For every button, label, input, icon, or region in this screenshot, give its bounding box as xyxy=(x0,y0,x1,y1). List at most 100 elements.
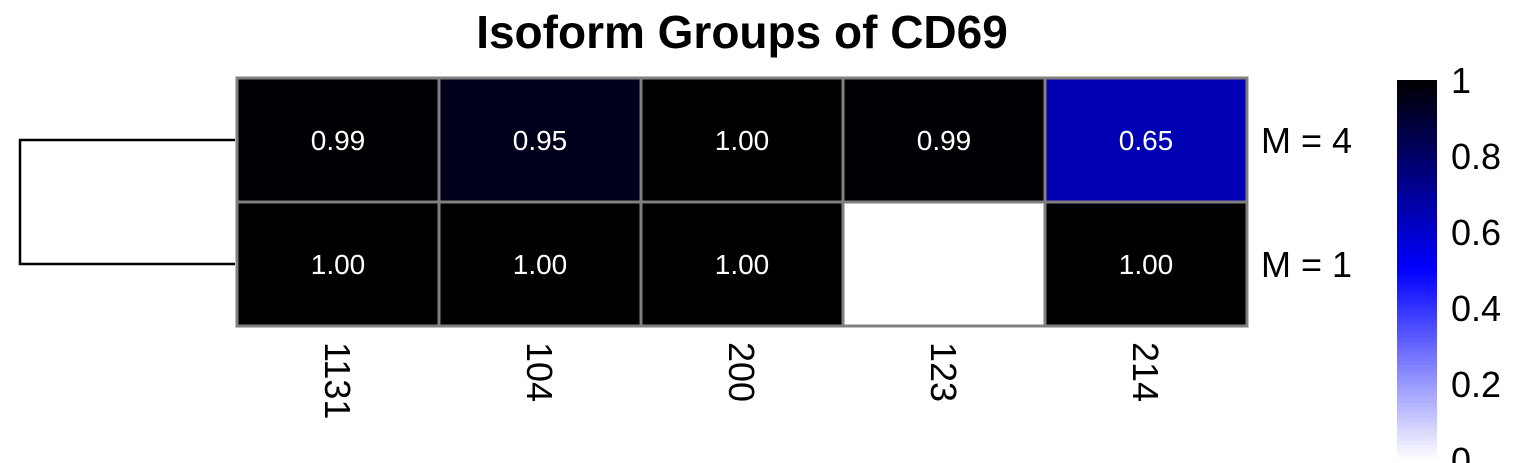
legend-color-step xyxy=(1397,239,1437,244)
legend-color-step xyxy=(1397,334,1437,339)
column-label: 1131 xyxy=(317,342,358,419)
legend-color-step xyxy=(1397,285,1437,290)
legend-color-step xyxy=(1397,133,1437,138)
legend-color-step xyxy=(1397,308,1437,313)
legend-color-step xyxy=(1397,118,1437,123)
cell-value-label: 0.99 xyxy=(917,125,972,156)
legend-color-step xyxy=(1397,403,1437,408)
legend-color-step xyxy=(1397,289,1437,294)
legend-color-step xyxy=(1397,346,1437,351)
legend-color-step xyxy=(1397,156,1437,161)
legend-color-step xyxy=(1397,327,1437,332)
legend-color-step xyxy=(1397,270,1437,275)
heatmap-cell xyxy=(639,76,845,204)
cell-value-label: 1.00 xyxy=(715,249,770,280)
legend-color-step xyxy=(1397,376,1437,381)
legend-color-step xyxy=(1397,456,1437,461)
legend-color-step xyxy=(1397,80,1437,85)
legend-color-step xyxy=(1397,213,1437,218)
heatmap-cell xyxy=(1043,200,1249,328)
legend-color-step xyxy=(1397,167,1437,172)
legend-color-step xyxy=(1397,186,1437,191)
legend-color-step xyxy=(1397,387,1437,393)
row-label: M = 1 xyxy=(1261,244,1352,285)
heatmap-cell xyxy=(639,200,845,328)
row-dendrogram xyxy=(18,138,235,266)
legend-color-step xyxy=(1397,247,1437,252)
legend-color-step xyxy=(1397,95,1437,100)
legend-color-step xyxy=(1397,323,1437,328)
legend-color-step xyxy=(1397,296,1437,301)
legend-color-step xyxy=(1397,304,1437,309)
legend-color-step xyxy=(1397,224,1437,229)
legend-tick-label: 0.6 xyxy=(1451,212,1501,253)
legend-color-step xyxy=(1397,148,1437,153)
legend-color-step xyxy=(1397,311,1437,317)
column-labels: 1131 104 200 123 214 xyxy=(317,342,1166,419)
legend-color-step xyxy=(1397,243,1437,248)
legend-color-step xyxy=(1397,410,1437,415)
legend-color-step xyxy=(1397,368,1437,374)
legend-tick-label: 1 xyxy=(1451,60,1471,101)
legend-tick-label: 0.2 xyxy=(1451,364,1501,405)
legend-color-step xyxy=(1397,114,1437,119)
legend-color-step xyxy=(1397,125,1437,130)
cell-value-label: 1.00 xyxy=(715,125,770,156)
legend-color-step xyxy=(1397,433,1437,438)
legend-color-step xyxy=(1397,91,1437,96)
cell-value-label: 0.65 xyxy=(1119,125,1174,156)
heatmap-cell xyxy=(235,76,441,204)
legend-color-step xyxy=(1397,406,1437,412)
heatmap-cell xyxy=(235,200,441,328)
legend-color-step xyxy=(1397,209,1437,214)
legend-color-step xyxy=(1397,444,1437,450)
legend-color-step xyxy=(1397,83,1437,89)
legend-color-step xyxy=(1397,205,1437,210)
legend-color-step xyxy=(1397,273,1437,279)
legend-color-step xyxy=(1397,372,1437,377)
legend-color-step xyxy=(1397,342,1437,347)
legend-color-step xyxy=(1397,258,1437,263)
column-label: 123 xyxy=(923,342,964,402)
legend-color-step xyxy=(1397,129,1437,134)
legend-color-step xyxy=(1397,197,1437,203)
legend-color-step xyxy=(1397,441,1437,446)
legend-color-step xyxy=(1397,144,1437,149)
legend-color-step xyxy=(1397,216,1437,222)
legend-color-step xyxy=(1397,194,1437,199)
legend-color-step xyxy=(1397,140,1437,146)
legend-color-step xyxy=(1397,399,1437,404)
legend-color-step xyxy=(1397,251,1437,256)
legend-color-step xyxy=(1397,338,1437,343)
legend-color-step xyxy=(1397,380,1437,385)
legend-color-step xyxy=(1397,418,1437,423)
cell-value-label: 1.00 xyxy=(513,249,568,280)
column-label: 214 xyxy=(1125,342,1166,402)
cell-value-label: 0.95 xyxy=(513,125,568,156)
legend-color-step xyxy=(1397,87,1437,92)
row-label: M = 4 xyxy=(1261,120,1352,161)
color-legend: 1 0.8 0.6 0.4 0.2 0 xyxy=(1397,60,1501,463)
legend-color-step xyxy=(1397,99,1437,104)
legend-color-step xyxy=(1397,277,1437,282)
legend-tick-label: 0.4 xyxy=(1451,288,1501,329)
legend-color-step xyxy=(1397,106,1437,111)
legend-color-step xyxy=(1397,102,1437,108)
legend-color-step xyxy=(1397,365,1437,370)
cell-value-label: 1.00 xyxy=(311,249,366,280)
legend-color-step xyxy=(1397,232,1437,237)
legend-color-step xyxy=(1397,384,1437,389)
legend-color-step xyxy=(1397,395,1437,400)
heatmap-cells: 0.99 0.95 1.00 0.99 0.65 1.00 1.00 1.00 1.00 xyxy=(235,76,1249,328)
heatmap-cell xyxy=(437,76,643,204)
legend-color-step xyxy=(1397,175,1437,180)
legend-color-step xyxy=(1397,422,1437,427)
legend-tick-label: 0.8 xyxy=(1451,136,1501,177)
legend-tick-label: 0 xyxy=(1451,440,1471,463)
dendrogram-branch xyxy=(18,138,235,266)
legend-color-step xyxy=(1397,429,1437,434)
legend-color-step xyxy=(1397,266,1437,271)
legend-color-step xyxy=(1397,190,1437,195)
column-label: 200 xyxy=(721,342,762,402)
legend-color-step xyxy=(1397,121,1437,127)
